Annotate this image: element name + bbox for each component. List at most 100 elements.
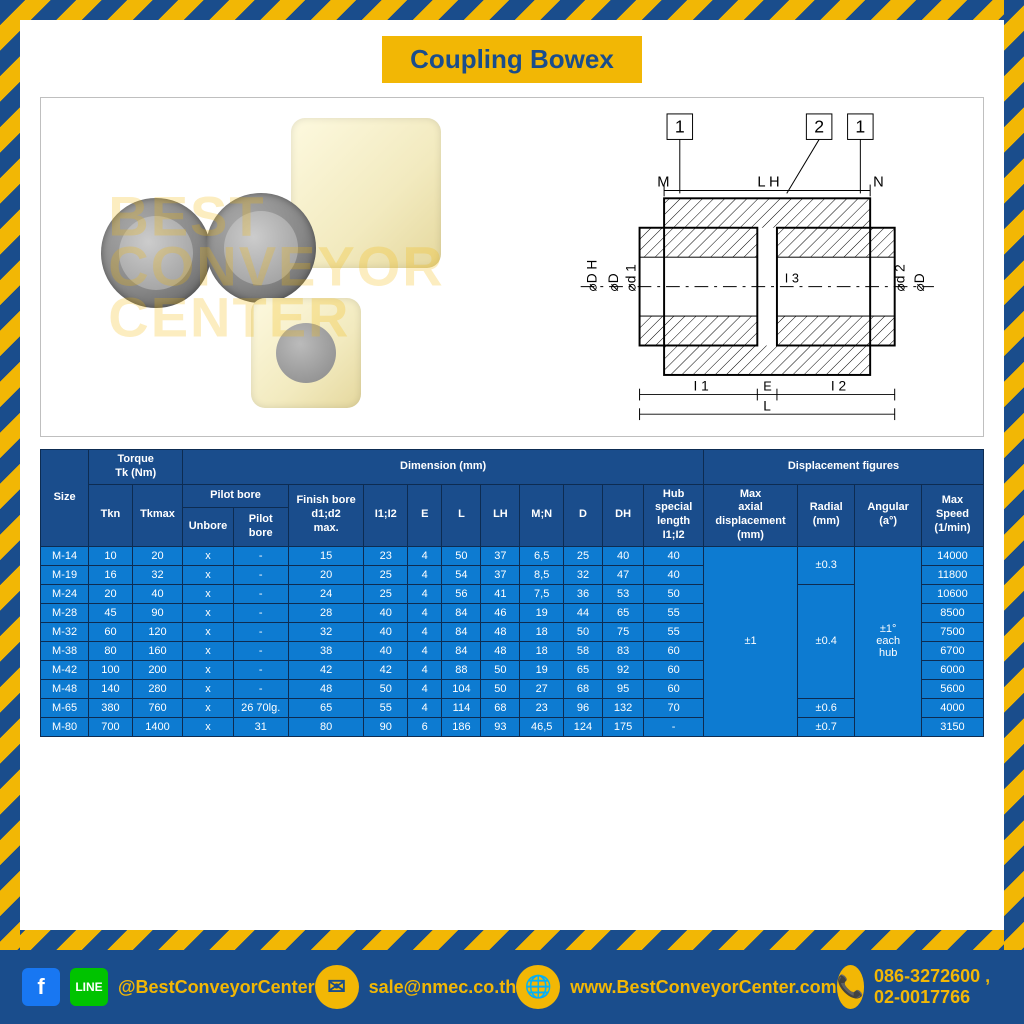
table-cell: 114 [442,698,481,717]
table-cell: 124 [563,717,602,736]
table-cell: x [183,660,233,679]
th-tkmax: Tkmax [132,484,182,546]
page-title: Coupling Bowex [382,36,642,83]
diagram-label-1a: 1 [675,117,685,137]
globe-icon[interactable]: 🌐 [516,965,560,1009]
table-cell: 19 [520,603,564,622]
line-icon[interactable]: LINE [70,968,108,1006]
table-cell: 4 [408,622,442,641]
table-cell: 15 [288,546,364,565]
table-cell: 48 [481,641,520,660]
diagram-label-M: M [657,175,669,191]
table-cell: 60 [644,641,704,660]
table-cell: 60 [89,622,133,641]
footer-email-group: ✉ sale@nmec.co.th [315,965,517,1009]
table-cell: M-32 [41,622,89,641]
steel-hub-2 [206,193,316,303]
border-bottom [0,930,1024,950]
email-icon[interactable]: ✉ [315,965,359,1009]
table-cell: 4 [408,698,442,717]
table-cell: 280 [132,679,182,698]
table-cell: 20 [288,565,364,584]
table-cell: 70 [644,698,704,717]
table-cell: 48 [288,679,364,698]
th-E: E [408,484,442,546]
th-MN: M;N [520,484,564,546]
table-cell: 50 [644,584,704,603]
diagram-label-I1: I 1 [694,379,709,394]
table-cell: 32 [288,622,364,641]
th-pilot-bore: Pilot bore [233,507,288,546]
th-LH: LH [481,484,520,546]
border-right [1004,0,1024,950]
table-cell: 40 [364,641,408,660]
table-cell: - [233,603,288,622]
phone-icon[interactable]: 📞 [837,965,864,1009]
diagram-label-2: 2 [814,117,824,137]
table-cell: 24 [288,584,364,603]
th-radial: Radial (mm) [798,484,855,546]
cell-angular: ±1° each hub [855,546,922,736]
table-cell: M-14 [41,546,89,565]
table-cell: 50 [563,622,602,641]
facebook-icon[interactable]: f [22,968,60,1006]
table-cell: 40 [644,565,704,584]
table-cell: 760 [132,698,182,717]
table-cell: M-28 [41,603,89,622]
diagram-label-phiD-right: ⌀D [912,273,927,291]
table-cell: 50 [364,679,408,698]
table-cell: 84 [442,641,481,660]
table-cell: 25 [364,584,408,603]
table-cell: - [233,622,288,641]
table-cell: 16 [89,565,133,584]
cell-speed: 8500 [921,603,983,622]
footer-web-group: 🌐 www.BestConveyorCenter.com [516,965,836,1009]
cell-speed: 14000 [921,546,983,565]
table-cell: M-42 [41,660,89,679]
table-cell: 58 [563,641,602,660]
table-cell: 68 [563,679,602,698]
th-angular: Angular (a°) [855,484,922,546]
border-left [0,0,20,950]
table-cell: 84 [442,622,481,641]
table-cell: 84 [442,603,481,622]
diagram-label-phiD-left: ⌀D [606,273,621,291]
th-max-axial: Max axial displacement (mm) [704,484,798,546]
table-cell: 96 [563,698,602,717]
table-cell: 25 [364,565,408,584]
table-cell: 6,5 [520,546,564,565]
table-cell: 46 [481,603,520,622]
th-DH: DH [602,484,643,546]
table-cell: 4 [408,584,442,603]
table-cell: 8,5 [520,565,564,584]
footer-social: f LINE @BestConveyorCenter [22,968,315,1006]
table-cell: 50 [442,546,481,565]
table-cell: 4 [408,565,442,584]
cell-speed: 11800 [921,565,983,584]
th-size: Size [41,450,89,547]
table-cell: 55 [644,622,704,641]
footer-phones: 086-3272600 , 02-0017766 [874,966,1002,1008]
table-cell: 175 [602,717,643,736]
table-cell: 55 [644,603,704,622]
th-displacement-group: Displacement figures [704,450,984,485]
nylon-sleeve-small [251,298,361,408]
table-cell: 25 [563,546,602,565]
table-cell: 90 [132,603,182,622]
footer-phone-group: 📞 086-3272600 , 02-0017766 [837,965,1002,1009]
table-cell: 4 [408,679,442,698]
table-cell: 53 [602,584,643,603]
table-body: M-141020x-1523450376,5254040±1±0.3±1° ea… [41,546,984,736]
diagram-label-L: L [763,398,771,413]
table-cell: 60 [644,679,704,698]
table-cell: 40 [364,622,408,641]
table-cell: x [183,565,233,584]
table-cell: 42 [364,660,408,679]
table-cell: 48 [481,622,520,641]
th-hub-special: Hub special length I1;I2 [644,484,704,546]
diagram-label-I3: I 3 [785,271,799,286]
table-row: M-807001400x31809061869346,5124175-±0.73… [41,717,984,736]
sleeve-bore [276,323,336,383]
th-D: D [563,484,602,546]
table-cell: 6 [408,717,442,736]
